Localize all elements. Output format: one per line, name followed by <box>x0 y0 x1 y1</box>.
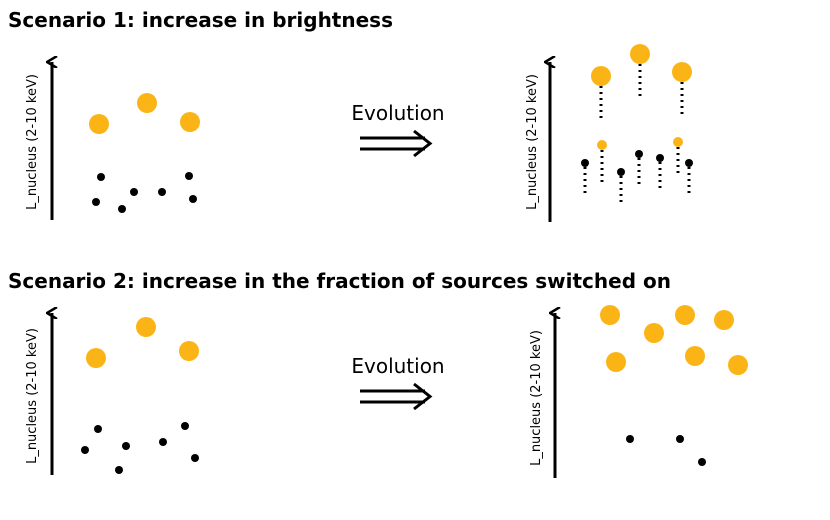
evolution-arrow <box>360 382 433 411</box>
evolved-sources <box>600 305 748 466</box>
scenario-title: Scenario 1: increase in brightness <box>8 8 393 32</box>
evolved-sources <box>581 44 693 204</box>
sources <box>89 93 200 213</box>
sources <box>81 317 199 474</box>
axis-label: L_nucleus (2-10 keV) <box>25 74 40 210</box>
arrow-label: Evolution <box>351 101 444 125</box>
axis-label: L_nucleus (2-10 keV) <box>525 74 540 210</box>
scenario-title: Scenario 2: increase in the fraction of … <box>8 269 671 293</box>
axis-label: L_nucleus (2-10 keV) <box>529 330 544 466</box>
arrow-label: Evolution <box>351 354 444 378</box>
axis-label: L_nucleus (2-10 keV) <box>25 328 40 464</box>
evolution-arrow <box>360 129 433 158</box>
